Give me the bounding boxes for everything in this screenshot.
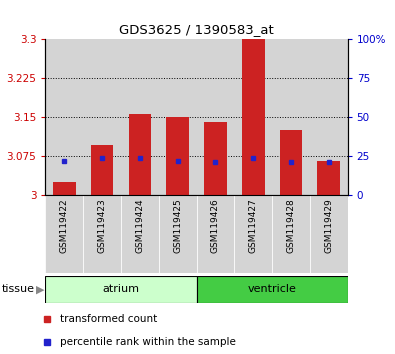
Bar xyxy=(272,195,310,273)
Bar xyxy=(159,39,197,195)
Bar xyxy=(121,39,159,195)
Bar xyxy=(318,161,340,195)
Bar xyxy=(121,195,159,273)
Bar xyxy=(91,145,113,195)
Text: GSM119423: GSM119423 xyxy=(98,199,107,253)
Bar xyxy=(197,39,234,195)
Title: GDS3625 / 1390583_at: GDS3625 / 1390583_at xyxy=(119,23,274,36)
Bar xyxy=(234,195,272,273)
Text: GSM119428: GSM119428 xyxy=(286,199,295,253)
Text: atrium: atrium xyxy=(102,284,139,295)
Bar xyxy=(128,114,151,195)
Text: GSM119424: GSM119424 xyxy=(135,199,144,253)
Bar xyxy=(53,182,76,195)
Bar xyxy=(45,276,197,303)
Text: ventricle: ventricle xyxy=(248,284,297,295)
Bar xyxy=(166,117,189,195)
Text: GSM119427: GSM119427 xyxy=(249,199,258,253)
Text: transformed count: transformed count xyxy=(60,314,157,324)
Bar xyxy=(310,39,348,195)
Bar xyxy=(45,39,83,195)
Bar xyxy=(197,195,234,273)
Text: GSM119426: GSM119426 xyxy=(211,199,220,253)
Bar xyxy=(204,122,227,195)
Text: tissue: tissue xyxy=(2,284,35,295)
Text: GSM119429: GSM119429 xyxy=(324,199,333,253)
Text: GSM119422: GSM119422 xyxy=(60,199,69,253)
Bar xyxy=(197,276,348,303)
Bar xyxy=(83,195,121,273)
Bar xyxy=(310,195,348,273)
Bar xyxy=(159,195,197,273)
Bar xyxy=(242,39,265,195)
Bar xyxy=(83,39,121,195)
Bar xyxy=(280,130,302,195)
Bar xyxy=(234,39,272,195)
Text: ▶: ▶ xyxy=(36,284,44,295)
Bar xyxy=(45,195,83,273)
Text: GSM119425: GSM119425 xyxy=(173,199,182,253)
Bar xyxy=(272,39,310,195)
Text: percentile rank within the sample: percentile rank within the sample xyxy=(60,337,236,347)
